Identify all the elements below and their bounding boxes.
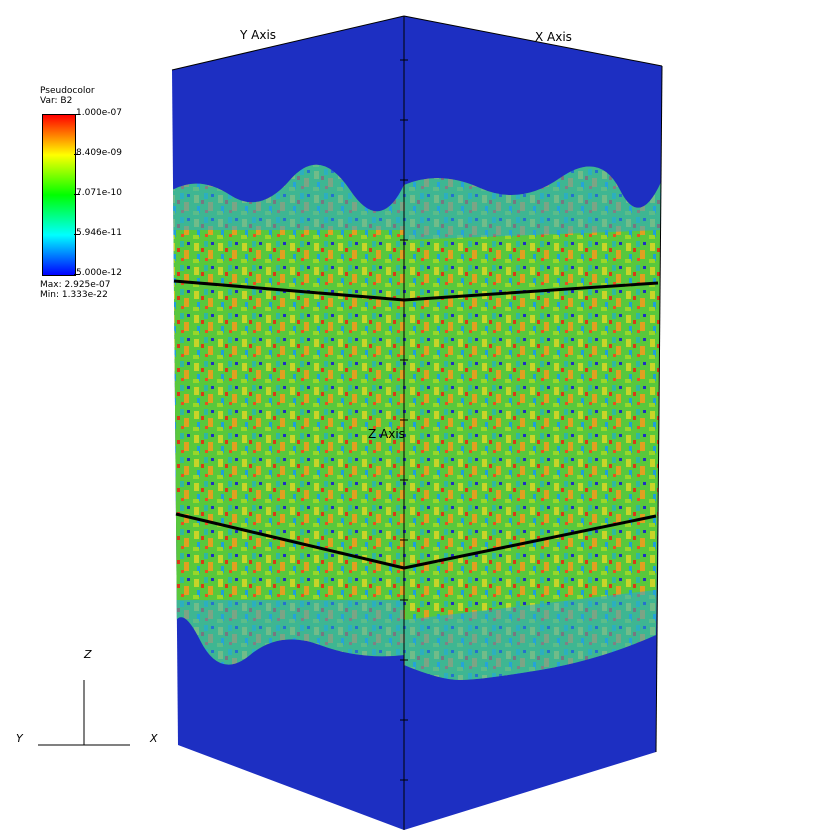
y-axis-title: Y Axis [240,28,277,42]
triad [38,680,130,746]
triad-z-label: Z [84,648,92,661]
legend-tick-1: 1.000e-07 [76,108,123,118]
legend-tick-5: 5.000e-12 [76,268,123,278]
legend-tick-3: 7.071e-10 [76,188,123,198]
z-axis-ticks [400,59,408,781]
box-edges [171,15,663,830]
x-axis-title: X Axis [535,30,572,44]
color-legend: Pseudocolor Var: B2 1.000e-07 8.409e-09 … [40,86,180,300]
legend-title: Pseudocolor [40,86,95,96]
legend-variable: Var: B2 [40,96,73,106]
colorbar [42,114,76,276]
right-face [404,16,662,830]
legend-tick-2: 8.409e-09 [76,148,123,158]
legend-max: Max: 2.925e-07 [40,280,111,290]
left-face [172,16,404,830]
z-axis-title: Z Axis [368,427,405,441]
slice-lines [173,279,659,570]
triad-y-label: Y [16,732,23,745]
legend-tick-4: 5.946e-11 [76,228,123,238]
triad-x-label: X [150,732,158,745]
legend-min: Min: 1.333e-22 [40,290,108,300]
